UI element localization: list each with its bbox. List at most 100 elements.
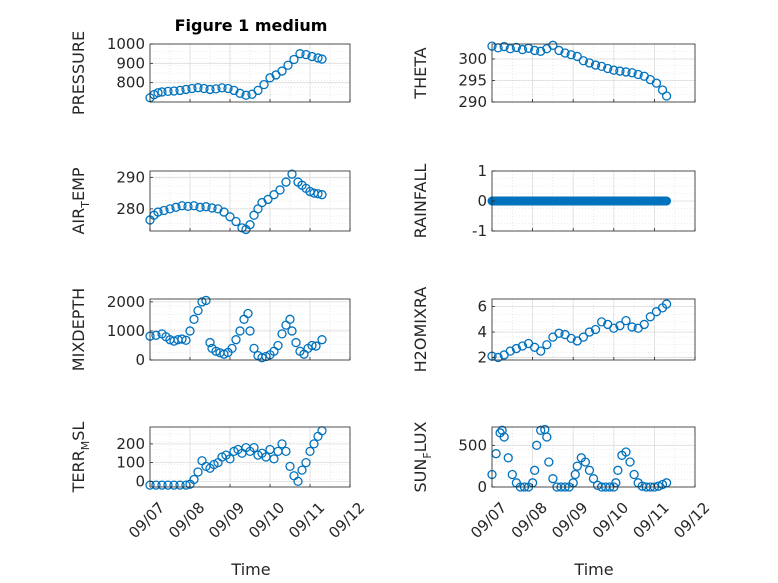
subplot-6: 2 4 6 H2OMIXRA <box>411 287 696 372</box>
data-point <box>151 480 161 490</box>
data-point <box>177 334 187 344</box>
data-point <box>207 203 217 213</box>
subplot-8: 0 500 SUNFLUX 09/0709/0809/0909/1009/1109/1… <box>411 421 713 541</box>
y-tick-label: 300 <box>458 50 487 68</box>
data-point <box>317 335 327 345</box>
data-point <box>548 40 558 50</box>
data-point <box>165 204 175 214</box>
y-axis-label: PRESSURE <box>69 31 88 115</box>
data-point <box>245 326 255 336</box>
axes-frame <box>491 43 696 103</box>
data-point <box>181 84 191 95</box>
figure-title: Figure 1 medium <box>175 16 328 35</box>
data-point <box>596 61 607 71</box>
data-point <box>536 425 546 435</box>
x-tick-label: 09/07 <box>467 499 510 542</box>
data-point <box>153 88 163 98</box>
data-point <box>157 87 167 97</box>
data-point <box>613 465 623 475</box>
data-point <box>263 194 273 205</box>
data-point <box>189 201 199 211</box>
data-point <box>554 328 564 338</box>
data-point <box>596 317 607 327</box>
data-point <box>517 44 528 55</box>
y-tick-label: 500 <box>458 436 487 454</box>
data-point <box>277 66 287 76</box>
data-point <box>281 177 291 187</box>
data-point <box>193 467 203 477</box>
data-point <box>189 474 199 485</box>
data-point <box>211 84 221 94</box>
x-tick-label: 09/10 <box>589 499 632 542</box>
data-point <box>295 49 305 59</box>
data-point <box>572 51 582 62</box>
data-point <box>532 440 542 450</box>
y-tick-label: 290 <box>458 93 487 111</box>
x-tick-label: 09/12 <box>670 499 713 542</box>
data-point <box>578 56 588 66</box>
axes-frame <box>149 298 351 361</box>
data-point <box>293 476 303 487</box>
x-tick-label: 09/12 <box>325 499 368 542</box>
data-point <box>287 169 297 179</box>
data-point <box>536 46 546 56</box>
data-point <box>201 295 211 306</box>
data-point <box>281 446 291 457</box>
y-axis-label: RAINFALL <box>411 164 430 239</box>
y-axis-label: TERRMSL <box>69 422 92 494</box>
data-point <box>235 326 245 336</box>
data-point <box>503 453 513 463</box>
y-tick-label: 1 <box>477 162 487 180</box>
y-tick-label: 6 <box>477 298 487 316</box>
data-point <box>584 58 595 68</box>
data-point <box>265 73 275 83</box>
data-point <box>633 69 643 80</box>
data-point <box>157 480 167 490</box>
data-point <box>275 185 285 195</box>
data-point <box>227 343 237 354</box>
data-point <box>639 319 649 330</box>
data-point <box>499 41 509 52</box>
y-tick-label: 280 <box>116 200 145 218</box>
data-point <box>269 454 279 464</box>
x-axis-label-left: Time <box>230 560 270 579</box>
data-point <box>277 439 287 449</box>
data-point <box>566 333 576 344</box>
data-point <box>499 432 509 442</box>
x-tick-label: 09/08 <box>508 499 551 542</box>
data-point <box>291 337 301 348</box>
data-point <box>201 202 211 212</box>
data-point <box>621 67 631 77</box>
y-axis-label: SUNFLUX <box>411 421 434 492</box>
data-point <box>225 212 235 222</box>
data-point <box>507 469 517 480</box>
data-point <box>309 439 319 449</box>
data-point <box>217 83 227 93</box>
y-tick-label: 0 <box>135 472 145 490</box>
data-point <box>285 461 295 472</box>
data-point <box>181 335 191 345</box>
data-point <box>305 446 315 457</box>
data-point <box>175 480 185 490</box>
data-point <box>536 346 546 356</box>
data-point <box>661 91 672 101</box>
y-axis-label: AIRTEMP <box>69 167 92 234</box>
data-point <box>297 465 307 475</box>
data-point <box>243 308 253 319</box>
data-point <box>159 205 169 216</box>
x-tick-label: 09/08 <box>165 499 208 542</box>
data-point <box>311 341 321 351</box>
axes-frame <box>149 43 351 103</box>
data-point <box>257 353 267 363</box>
data-point <box>183 201 193 212</box>
data-point <box>185 326 195 336</box>
data-point <box>313 189 323 199</box>
data-point <box>542 340 552 350</box>
data-point <box>163 86 173 97</box>
x-tick-label: 09/09 <box>548 499 591 542</box>
data-point <box>205 84 215 95</box>
axes-frame <box>149 170 351 232</box>
